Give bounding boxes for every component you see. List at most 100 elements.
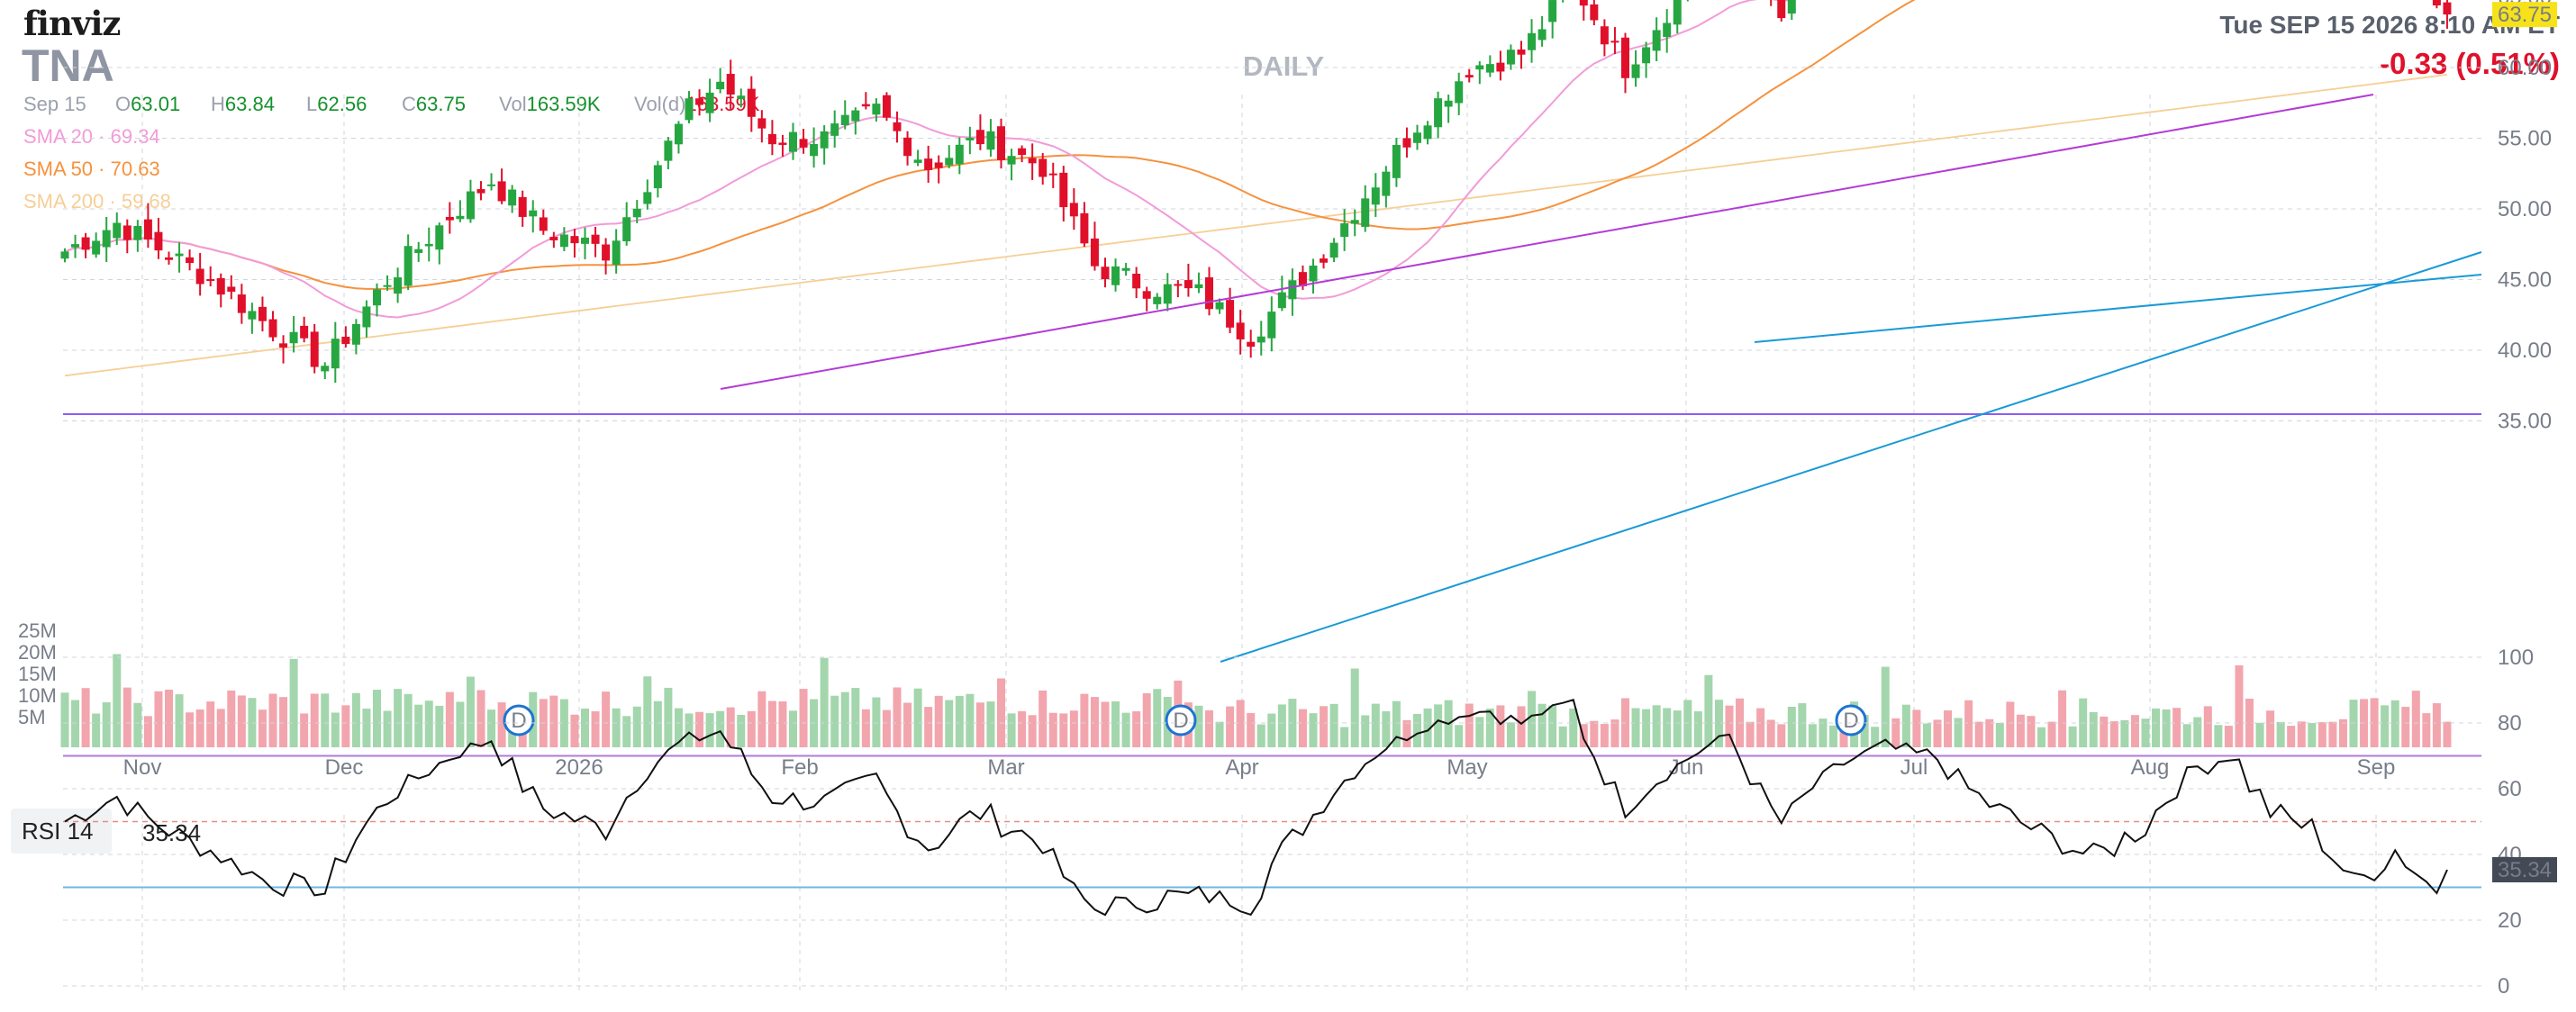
volume-bar	[2162, 709, 2171, 747]
candle-body	[1652, 30, 1661, 51]
volume-bar	[1610, 719, 1619, 747]
volume-bar	[373, 690, 381, 747]
volume-bar	[559, 699, 568, 747]
volume-bar	[1663, 708, 1672, 747]
volume-bar	[466, 676, 475, 747]
volume-bar	[1600, 724, 1609, 747]
volume-bar	[1652, 705, 1661, 747]
candle-body	[216, 277, 225, 295]
candle-body	[1340, 223, 1349, 238]
volume-bar	[456, 701, 465, 747]
candle-body	[1039, 158, 1048, 177]
candle-body	[331, 339, 340, 369]
sma20-legend[interactable]: SMA 20 · 69.34	[23, 125, 160, 148]
volume-bar	[81, 688, 90, 747]
volume-bar	[570, 714, 579, 747]
rsi-value-tag-label: 35.34	[2498, 858, 2552, 882]
candle-body	[1392, 144, 1401, 178]
candle-body	[1320, 258, 1329, 263]
candle-body	[362, 306, 371, 328]
candle-body	[186, 257, 195, 264]
volume-bar	[1329, 703, 1338, 747]
candle-body	[1090, 238, 1099, 267]
x-axis-label: Mar	[987, 755, 1024, 780]
candle-body	[497, 181, 506, 202]
volume-bar	[851, 688, 860, 747]
candle-body	[861, 104, 870, 107]
candle-body	[113, 222, 122, 239]
volume-bar	[664, 687, 673, 747]
candle-body	[1018, 148, 1027, 156]
rsi-axis-label: 20	[2498, 908, 2522, 933]
volume-bar	[1340, 727, 1349, 747]
volume-bar	[383, 710, 392, 747]
candle-body	[300, 325, 309, 339]
candle-body	[570, 236, 579, 244]
volume-bar	[1985, 718, 1994, 747]
candle-body	[1132, 273, 1141, 289]
volume-bar	[122, 687, 132, 747]
finviz-logo[interactable]: finviz	[23, 4, 121, 43]
candle-body	[1007, 156, 1016, 165]
candle-body	[716, 81, 725, 90]
volume-axis-label: 5M	[18, 706, 46, 728]
rsi-value-tag	[2492, 857, 2557, 883]
volume-bar	[1485, 708, 1494, 747]
x-axis-label: Jun	[1669, 755, 1704, 780]
sma20-line	[64, 0, 1797, 319]
candle-body	[1610, 41, 1619, 43]
volume-bar	[300, 713, 309, 747]
volume-bar	[612, 708, 621, 747]
volume-bar	[747, 710, 756, 747]
x-axis-label: Feb	[781, 755, 818, 780]
candle-body	[559, 234, 568, 248]
candle-body	[404, 246, 413, 286]
price-change: -0.33 (0.51%)	[2380, 47, 2560, 80]
candle-body	[435, 225, 444, 250]
volume-bar	[2037, 727, 2045, 747]
candle-body	[175, 253, 184, 257]
volume-axis-label: 15M	[18, 663, 57, 685]
rsi-label[interactable]: RSI 14	[11, 809, 112, 854]
channel-trend-line	[1754, 274, 2482, 343]
volume-bar	[113, 654, 122, 747]
volume-bar	[394, 689, 403, 747]
volume-bar	[2224, 726, 2233, 747]
volume-bar	[2068, 726, 2077, 747]
candle-body	[2443, 2, 2452, 15]
candle-body	[1298, 272, 1307, 286]
volume-bar	[1746, 721, 1755, 747]
candle-body	[1631, 64, 1640, 78]
volume-bar	[840, 691, 849, 747]
candle-body	[1537, 29, 1547, 41]
volume-bar	[1132, 711, 1141, 747]
volume-bar	[1995, 722, 2004, 747]
volume-bar	[2006, 701, 2015, 747]
volume-bar	[2349, 700, 2358, 747]
price-axis-label: 60.00	[2498, 56, 2552, 80]
sma200-line	[64, 74, 2448, 377]
volume-bar	[186, 712, 195, 747]
volume-bar	[279, 697, 288, 747]
volume-bar	[341, 705, 350, 747]
candle-body	[913, 159, 922, 163]
candle-body	[414, 248, 423, 253]
volume-bar	[1798, 703, 1807, 747]
sma50-legend[interactable]: SMA 50 · 70.63	[23, 158, 160, 180]
candle-body	[81, 237, 90, 250]
x-axis-label: Aug	[2131, 755, 2170, 780]
candle-body	[1485, 64, 1494, 73]
volume-bar	[1569, 708, 1578, 747]
candle-body	[789, 131, 797, 152]
volume-bar	[997, 678, 1005, 747]
volume-bar	[2016, 714, 2025, 747]
volume-bar	[331, 712, 340, 747]
volume-bar	[289, 658, 298, 747]
volume-bar	[2266, 710, 2275, 747]
candle-body	[1048, 173, 1057, 176]
timeframe-label[interactable]: DAILY	[1243, 50, 1325, 82]
x-axis-label: Apr	[1225, 755, 1258, 780]
volume-bar	[1028, 715, 1037, 747]
volume-bar	[2100, 716, 2109, 747]
